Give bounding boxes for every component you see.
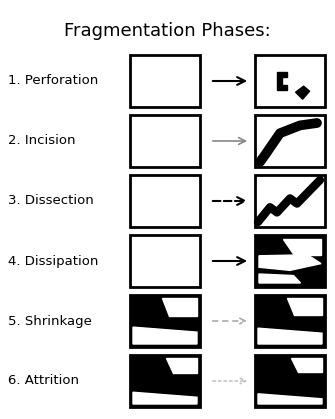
- Polygon shape: [295, 86, 310, 99]
- Text: 4. Dissipation: 4. Dissipation: [8, 254, 98, 267]
- Text: 6. Attrition: 6. Attrition: [8, 375, 79, 388]
- Bar: [255, 295, 325, 347]
- Bar: [255, 175, 325, 227]
- Polygon shape: [161, 298, 197, 316]
- Bar: [255, 115, 325, 167]
- Polygon shape: [258, 394, 322, 404]
- Polygon shape: [258, 328, 322, 344]
- Bar: [130, 295, 200, 347]
- Polygon shape: [277, 72, 287, 90]
- Text: 5. Shrinkage: 5. Shrinkage: [8, 315, 92, 328]
- Polygon shape: [133, 327, 197, 344]
- Bar: [130, 55, 200, 107]
- Bar: [130, 355, 200, 407]
- Bar: [130, 115, 200, 167]
- Polygon shape: [133, 392, 197, 404]
- Bar: [255, 355, 325, 407]
- Bar: [255, 55, 325, 107]
- Text: Fragmentation Phases:: Fragmentation Phases:: [64, 22, 271, 40]
- Polygon shape: [259, 274, 300, 283]
- Bar: [130, 235, 200, 287]
- Polygon shape: [166, 358, 197, 373]
- Polygon shape: [291, 358, 322, 372]
- Polygon shape: [259, 255, 321, 270]
- Polygon shape: [286, 298, 322, 315]
- Bar: [255, 235, 325, 287]
- Bar: [130, 175, 200, 227]
- Text: 1. Perforation: 1. Perforation: [8, 75, 98, 88]
- Text: 2. Incision: 2. Incision: [8, 134, 75, 147]
- Polygon shape: [283, 239, 321, 255]
- Text: 3. Dissection: 3. Dissection: [8, 194, 94, 207]
